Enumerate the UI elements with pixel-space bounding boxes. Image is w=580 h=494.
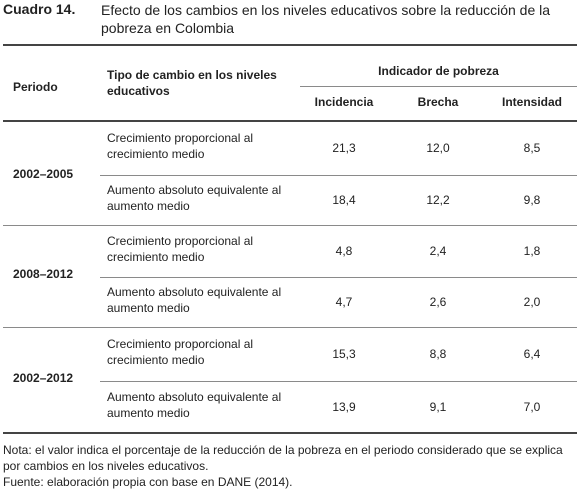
brecha-value: 2,4 [429,244,447,258]
row-divider [100,381,577,382]
group-divider [3,225,577,226]
change-type: Aumento absoluto equivalente al aumento … [107,285,282,315]
table-title: Efecto de los cambios en los niveles edu… [101,2,551,36]
table-number: Cuadro 14. [3,1,76,17]
incidencia-value: 18,4 [332,193,356,207]
note-text: Nota: el valor indica el porcentaje de l… [3,443,563,473]
change-type: Crecimiento proporcional al crecimiento … [107,234,254,264]
intensidad-value: 9,8 [523,193,541,207]
header-bottom-rule [3,120,577,122]
indicator-underline [300,86,577,87]
brecha-value: 12,2 [426,193,450,207]
incidencia-value: 13,9 [332,400,356,414]
incidencia-value: 4,7 [335,295,353,309]
intensidad-value: 6,4 [523,347,541,361]
incidencia-value: 4,8 [335,244,353,258]
table-caption: Cuadro 14. Efecto de los cambios en los … [3,0,577,44]
period-label: 2002–2005 [13,167,74,181]
change-type: Aumento absoluto equivalente al aumento … [107,390,282,420]
header-periodo: Periodo [13,80,58,94]
brecha-value: 8,8 [429,347,447,361]
table-notes: Nota: el valor indica el porcentaje de l… [3,442,578,490]
period-label: 2008–2012 [13,267,74,281]
intensidad-value: 1,8 [523,244,541,258]
change-type: Crecimiento proporcional al crecimiento … [107,337,254,367]
incidencia-value: 15,3 [332,347,356,361]
row-divider [100,277,577,278]
bottom-rule [3,432,577,434]
header-incidencia: Incidencia [314,95,374,109]
group-divider [3,327,577,328]
intensidad-value: 8,5 [523,141,541,155]
change-type: Crecimiento proporcional al crecimiento … [107,131,254,161]
source-text: Fuente: elaboración propia con base en D… [3,475,293,489]
period-label: 2002–2012 [13,371,74,385]
incidencia-value: 21,3 [332,141,356,155]
header-brecha: Brecha [417,95,459,109]
brecha-value: 2,6 [429,295,447,309]
top-rule [3,44,577,46]
header-intensidad: Intensidad [501,95,562,109]
row-divider [100,175,577,176]
header-indicador: Indicador de pobreza [378,64,499,78]
header-tipo: Tipo de cambio en los niveles educativos [107,68,277,98]
intensidad-value: 2,0 [523,295,541,309]
change-type: Aumento absoluto equivalente al aumento … [107,183,282,213]
brecha-value: 12,0 [426,141,450,155]
intensidad-value: 7,0 [523,400,541,414]
brecha-value: 9,1 [429,400,447,414]
